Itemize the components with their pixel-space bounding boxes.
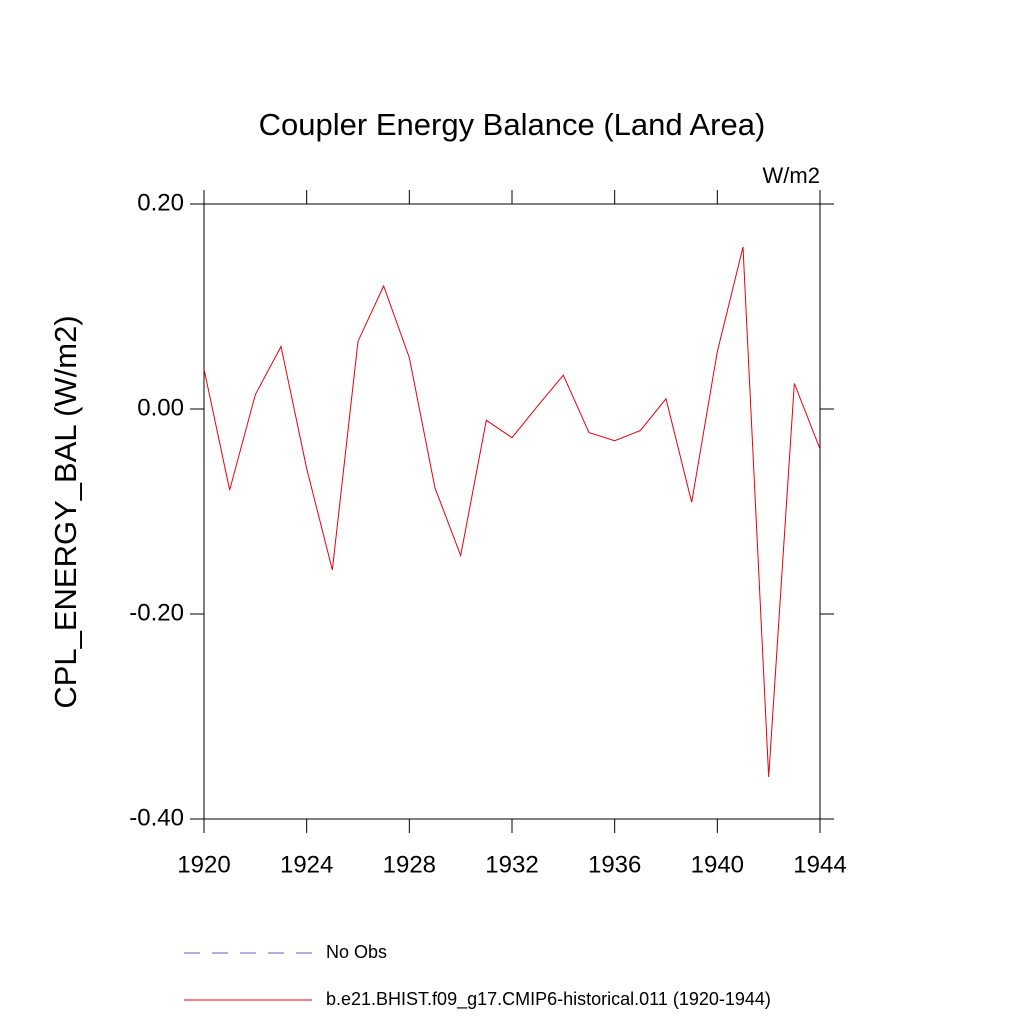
x-tick-label: 1940 [691, 851, 744, 878]
x-tick-label: 1932 [485, 851, 538, 878]
legend-label: No Obs [326, 942, 387, 962]
y-tick-label: 0.20 [137, 189, 184, 216]
x-tick-label: 1928 [383, 851, 436, 878]
y-tick-label: -0.40 [129, 804, 184, 831]
legend-label: b.e21.BHIST.f09_g17.CMIP6-historical.011… [326, 989, 771, 1010]
x-tick-label: 1920 [177, 851, 230, 878]
y-axis-label: CPL_ENERGY_BAL (W/m2) [48, 315, 83, 708]
chart-title: Coupler Energy Balance (Land Area) [259, 107, 766, 142]
x-tick-label: 1944 [793, 851, 846, 878]
data-line [203, 246, 821, 778]
y-tick-label: 0.00 [137, 394, 184, 421]
x-tick-label: 1936 [588, 851, 641, 878]
plot-frame [203, 203, 821, 820]
units-label: W/m2 [763, 163, 820, 188]
x-tick-label: 1924 [280, 851, 333, 878]
y-tick-label: -0.20 [129, 599, 184, 626]
